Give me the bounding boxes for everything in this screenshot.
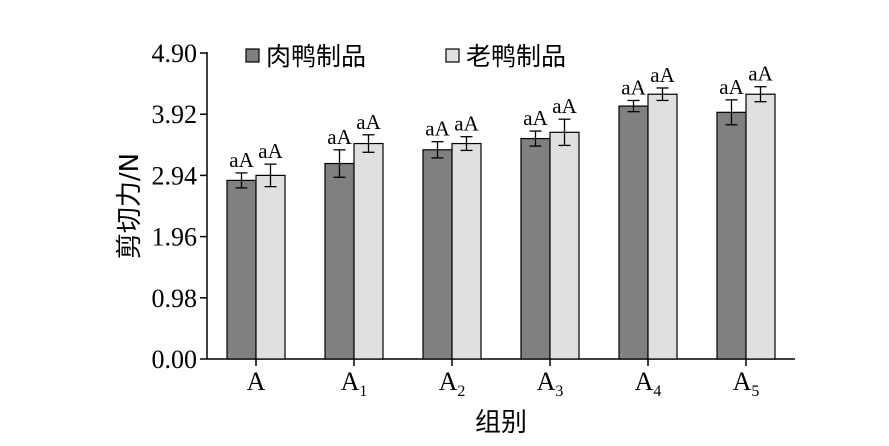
y-tick-label: 0.98 <box>152 284 198 313</box>
y-tick-label: 0.00 <box>152 345 198 374</box>
bar <box>520 137 551 360</box>
legend-label: 老鸭制品 <box>466 42 566 71</box>
x-tick-label: A5 <box>733 367 760 400</box>
bar <box>549 131 580 360</box>
x-tick-label: A1 <box>341 367 368 400</box>
significance-label: aA <box>454 112 479 136</box>
legend-swatch <box>445 48 460 63</box>
y-tick-label: 4.90 <box>152 39 198 68</box>
legend-swatch <box>245 48 260 63</box>
x-tick-label: A3 <box>537 367 564 400</box>
significance-label: aA <box>356 110 381 134</box>
significance-label: aA <box>523 106 548 130</box>
y-axis-title: 剪切力/N <box>115 153 145 259</box>
bar <box>226 179 257 360</box>
y-tick-label: 1.96 <box>152 223 198 252</box>
significance-label: aA <box>719 75 744 99</box>
bar <box>451 142 482 360</box>
y-tick-label: 2.94 <box>152 161 198 190</box>
legend-label: 肉鸭制品 <box>266 42 366 71</box>
legend: 肉鸭制品 老鸭制品 <box>245 42 566 71</box>
significance-label: aA <box>327 125 352 149</box>
significance-label: aA <box>258 139 283 163</box>
bar <box>716 111 747 360</box>
bar <box>422 149 453 360</box>
x-tick-label: A <box>247 367 266 396</box>
significance-label: aA <box>748 62 773 86</box>
x-axis-title: 组别 <box>475 408 527 438</box>
bar <box>745 93 776 360</box>
significance-label: aA <box>621 75 646 99</box>
bar <box>255 174 286 360</box>
bar <box>618 105 649 360</box>
axes: 0.00 0.98 1.96 2.94 3.92 4.90 A A1 A2 A3 A4 A5 <box>152 39 795 400</box>
significance-label: aA <box>229 148 254 172</box>
significance-label: aA <box>552 94 577 118</box>
bars <box>226 86 776 360</box>
x-tick-label: A4 <box>635 367 662 400</box>
x-tick-label: A2 <box>439 367 466 400</box>
significance-label: aA <box>425 117 450 141</box>
bar <box>324 162 355 360</box>
y-tick-label: 3.92 <box>152 100 198 129</box>
significance-label: aA <box>650 63 675 87</box>
bar <box>353 142 384 360</box>
bar <box>647 93 678 360</box>
